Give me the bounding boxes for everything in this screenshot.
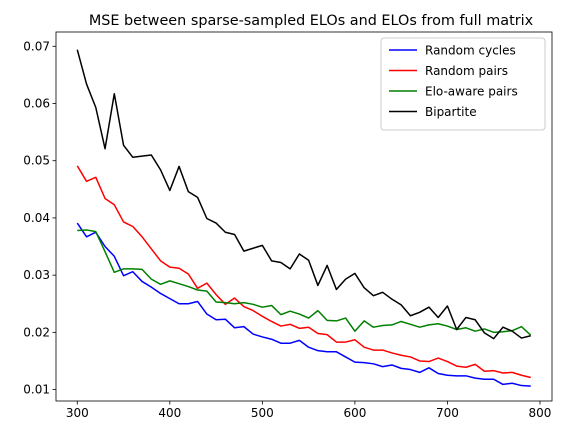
plot-frame: [55, 31, 553, 402]
y-tick-label: 0.02: [23, 325, 50, 339]
x-tick-label: 700: [436, 406, 459, 420]
y-tick-label: 0.01: [23, 383, 50, 397]
y-tick-label: 0.07: [23, 39, 50, 53]
y-tick-label: 0.05: [23, 154, 50, 168]
legend: Random cycles Random pairs Elo-aware pairs…: [380, 37, 546, 131]
series-line-random-cycles: [76, 222, 531, 387]
legend-label-random-pairs: Random pairs: [425, 64, 508, 78]
series-line-random-pairs: [76, 165, 531, 379]
x-tick-label: 800: [529, 406, 552, 420]
y-axis: 0.01 0.02 0.03 0.04 0.05 0.06 0.07: [23, 39, 56, 397]
y-tick-label: 0.03: [23, 268, 50, 282]
x-tick-label: 500: [251, 406, 274, 420]
y-tick-label: 0.06: [23, 97, 50, 111]
chart-title: MSE between sparse-sampled ELOs and ELOs…: [89, 13, 534, 29]
series-layer: [76, 49, 532, 387]
y-tick-label: 0.04: [23, 211, 50, 225]
x-tick-label: 300: [66, 406, 89, 420]
series-line-bipartite: [76, 49, 531, 340]
series-line-elo-aware-pairs: [77, 229, 532, 336]
legend-box: [380, 37, 546, 131]
legend-label-random-cycles: Random cycles: [425, 44, 516, 58]
x-tick-label: 600: [343, 406, 366, 420]
x-axis: 300 400 500 600 700 800: [66, 401, 552, 420]
x-tick-label: 400: [158, 406, 181, 420]
legend-label-bipartite: Bipartite: [425, 105, 477, 119]
legend-label-elo-aware-pairs: Elo-aware pairs: [425, 85, 518, 99]
